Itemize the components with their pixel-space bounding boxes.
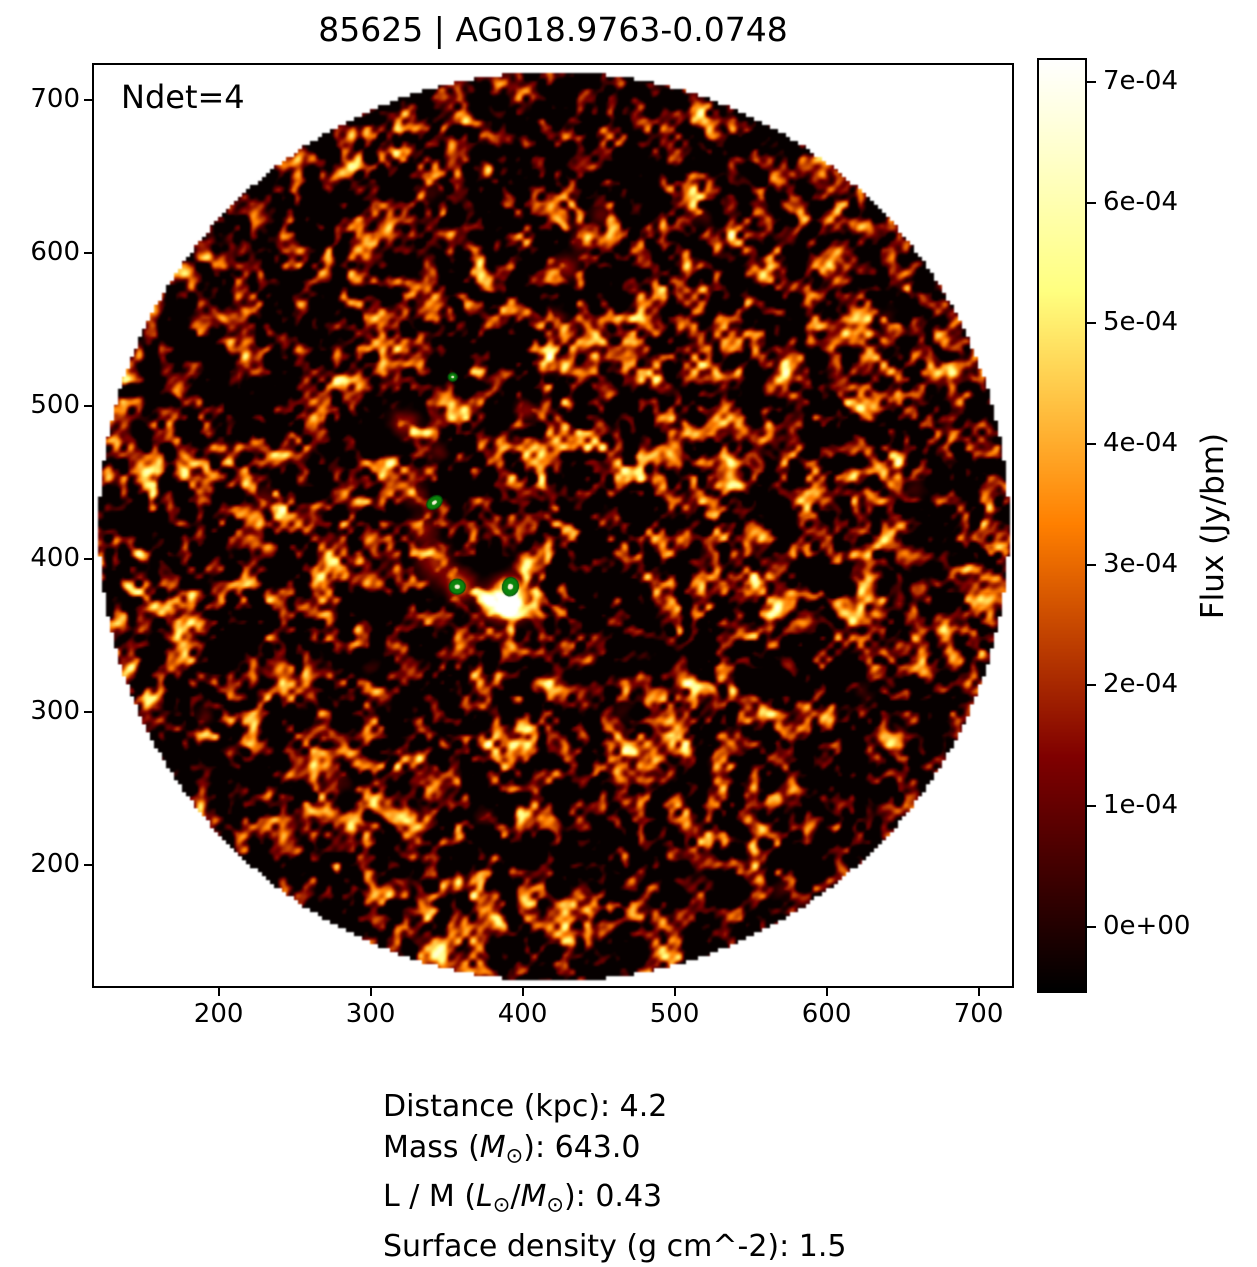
colorbar-tick-mark bbox=[1087, 925, 1096, 928]
x-tick-mark bbox=[977, 988, 980, 996]
colorbar-tick-label: 1e-04 bbox=[1103, 790, 1179, 820]
colorbar bbox=[1037, 58, 1087, 993]
colorbar-gradient-canvas bbox=[1039, 60, 1085, 991]
y-tick-label: 500 bbox=[30, 390, 80, 421]
y-tick-mark bbox=[84, 558, 92, 561]
colorbar-tick-mark bbox=[1087, 322, 1096, 325]
colorbar-tick-mark bbox=[1087, 684, 1096, 687]
info-text-segment: Surface density (g cm^-2): 1.5 bbox=[383, 1228, 847, 1264]
x-tick-label: 500 bbox=[649, 999, 700, 1029]
colorbar-label: Flux (Jy/bm) bbox=[1195, 432, 1231, 620]
y-tick-mark bbox=[84, 99, 92, 102]
info-text-segment: ⊙ bbox=[492, 1192, 511, 1217]
colorbar-tick-label: 7e-04 bbox=[1103, 66, 1179, 97]
colorbar-tick-mark bbox=[1087, 81, 1096, 84]
info-line: Surface density (g cm^-2): 1.5 bbox=[383, 1226, 846, 1267]
colorbar-tick-label: 2e-04 bbox=[1103, 669, 1179, 700]
figure-title: 85625 | AG018.9763-0.0748 bbox=[318, 10, 788, 49]
colorbar-tick-label: 0e+00 bbox=[1103, 910, 1191, 941]
info-text-segment: ⊙ bbox=[505, 1143, 524, 1168]
y-tick-label: 300 bbox=[30, 696, 80, 727]
colorbar-tick-label: 6e-04 bbox=[1103, 186, 1179, 217]
info-text-segment: Distance (kpc): 4.2 bbox=[383, 1089, 668, 1124]
info-text-segment: / bbox=[510, 1179, 521, 1215]
y-tick-label: 400 bbox=[30, 543, 80, 574]
y-tick-mark bbox=[84, 711, 92, 714]
colorbar-tick-mark bbox=[1087, 443, 1096, 446]
x-tick-label: 400 bbox=[497, 999, 548, 1029]
colorbar-tick-label: 5e-04 bbox=[1103, 307, 1179, 338]
y-tick-label: 700 bbox=[30, 84, 80, 115]
info-text-segment: ): 643.0 bbox=[523, 1130, 641, 1165]
info-text-segment: Mass ( bbox=[383, 1130, 480, 1165]
plot-area: Ndet=4 bbox=[92, 63, 1014, 988]
y-tick-mark bbox=[84, 864, 92, 867]
info-text-segment: M bbox=[520, 1179, 547, 1215]
y-tick-mark bbox=[84, 405, 92, 408]
info-line: L / M (L⊙/M⊙): 0.43 bbox=[383, 1176, 846, 1225]
info-text-segment: ): 0.43 bbox=[563, 1179, 663, 1215]
colorbar-tick-label: 3e-04 bbox=[1103, 548, 1179, 579]
flux-map-canvas bbox=[94, 65, 1012, 986]
x-tick-mark bbox=[217, 988, 220, 996]
y-tick-label: 600 bbox=[30, 237, 80, 268]
x-tick-mark bbox=[521, 988, 524, 996]
info-line: Distance (kpc): 4.2 bbox=[383, 1086, 846, 1127]
colorbar-tick-mark bbox=[1087, 805, 1096, 807]
colorbar-tick-mark bbox=[1087, 201, 1096, 204]
x-tick-mark bbox=[825, 988, 828, 996]
x-tick-label: 200 bbox=[193, 999, 244, 1029]
info-line: Mass (M⊙): 643.0 bbox=[383, 1127, 846, 1176]
x-tick-label: 600 bbox=[801, 999, 852, 1029]
info-text-segment: M bbox=[479, 1130, 506, 1165]
x-tick-label: 700 bbox=[953, 999, 1004, 1029]
source-info-block: Distance (kpc): 4.2 Mass (M⊙): 643.0 L / M… bbox=[383, 1086, 846, 1267]
colorbar-tick-mark bbox=[1087, 563, 1096, 566]
ndet-annotation: Ndet=4 bbox=[121, 78, 245, 116]
info-text-segment: L / M ( bbox=[383, 1179, 477, 1215]
info-text-segment: L bbox=[476, 1179, 493, 1215]
colorbar-tick-label: 4e-04 bbox=[1103, 428, 1179, 459]
x-tick-label: 300 bbox=[345, 999, 396, 1029]
x-tick-mark bbox=[369, 988, 372, 996]
info-text-segment: ⊙ bbox=[546, 1192, 564, 1217]
y-tick-label: 200 bbox=[30, 849, 80, 880]
y-tick-mark bbox=[84, 252, 92, 255]
x-tick-mark bbox=[673, 988, 676, 996]
